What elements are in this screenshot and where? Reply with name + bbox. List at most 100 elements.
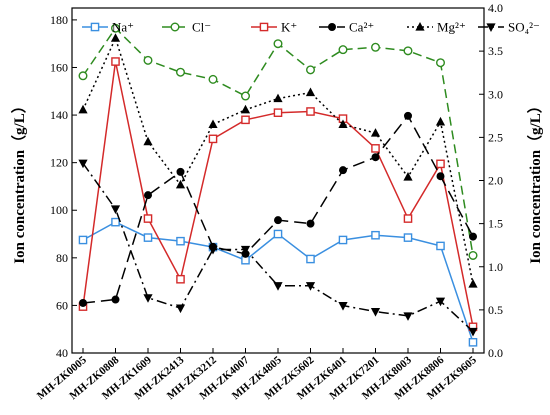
data-point [370,308,381,317]
left-axis-title: Ion concentration（g/L） [10,98,28,263]
data-point [79,298,87,307]
data-point [403,312,413,321]
data-point [435,297,446,307]
left-tick-label: 160 [50,60,68,74]
data-point [175,304,186,314]
data-point [208,74,218,84]
data-point [273,282,283,291]
data-point [110,205,121,214]
series-line [82,36,474,285]
data-point [436,58,446,68]
data-point [110,23,120,33]
data-point [404,111,412,120]
data-point [111,217,120,227]
data-point [176,236,185,246]
right-tick-label: 0.0 [488,346,503,360]
data-point [273,229,283,239]
legend-item: Cl⁻ [162,20,211,35]
data-point [469,232,477,241]
right-tick-label: 2.5 [488,130,503,144]
legend-label: K⁺ [281,20,297,35]
data-point [241,115,250,125]
legend-marker [486,23,496,32]
right-tick-label: 2.0 [488,174,503,188]
data-point [371,144,380,153]
data-point [403,46,413,56]
data-point [111,57,120,66]
data-point [176,274,185,284]
right-tick-label: 3.5 [488,44,503,58]
data-point [306,254,315,264]
data-point [175,179,186,189]
data-point [273,39,283,49]
data-point [403,214,413,223]
legend-marker [170,22,180,32]
series-2 [78,57,478,332]
data-point [370,128,381,137]
legend-item: Ca²⁺ [319,20,374,35]
series-3 [79,111,477,307]
legend-label: Ca²⁺ [349,20,374,35]
data-point [240,91,250,101]
x-axis-ticks: MH-ZK0005MH-ZK0808MH-ZK1609MH-ZK2413MH-Z… [35,348,479,402]
data-point [78,104,88,114]
data-point [143,294,153,303]
legend-item: K⁺ [251,20,297,35]
data-point [175,67,185,77]
data-point [371,153,380,162]
data-point [78,71,88,81]
data-point [176,167,185,176]
data-point [435,116,446,126]
data-point [403,172,413,181]
data-point [371,42,381,52]
right-tick-label: 1.0 [488,260,503,274]
data-point [273,108,283,117]
legend-marker [415,22,425,31]
legend-label: Mg²⁺ [437,20,466,35]
data-point [78,235,88,245]
plot-frame [71,7,485,354]
data-point [306,219,315,228]
data-point [143,55,153,65]
data-point [338,235,348,245]
data-point [143,136,153,146]
right-axis-title: Ion concentration（g/L） [526,98,544,263]
right-tick-label: 0.5 [488,303,503,317]
left-tick-label: 140 [50,108,68,122]
data-point [306,65,316,75]
right-tick-label: 3.0 [488,87,503,101]
data-point [338,45,348,55]
data-point [306,107,315,116]
data-point [208,134,218,144]
series-5 [78,159,478,337]
data-point [143,214,153,223]
data-point [468,327,478,337]
data-point [338,301,348,311]
data-point [208,245,218,255]
data-point [240,104,251,114]
data-point [436,159,445,169]
data-point [468,250,478,260]
left-tick-label: 180 [50,13,68,27]
left-tick-label: 60 [56,298,68,312]
legend-label: Cl⁻ [192,20,211,35]
left-tick-label: 100 [50,203,68,217]
legend-marker [90,22,100,32]
data-point [273,93,283,103]
series-layer [78,23,478,347]
right-tick-label: 4.0 [488,1,503,15]
data-point [111,295,120,304]
data-point [436,172,445,181]
data-point [208,119,218,129]
data-point [143,233,153,242]
data-point [339,166,347,175]
data-point [274,216,282,225]
series-line [82,114,474,304]
left-tick-label: 40 [56,346,68,360]
legend-marker [328,23,336,31]
data-point [468,337,478,347]
legend-label: SO₄²⁻ [508,20,540,35]
legend-marker [259,22,269,32]
series-1 [78,23,478,260]
